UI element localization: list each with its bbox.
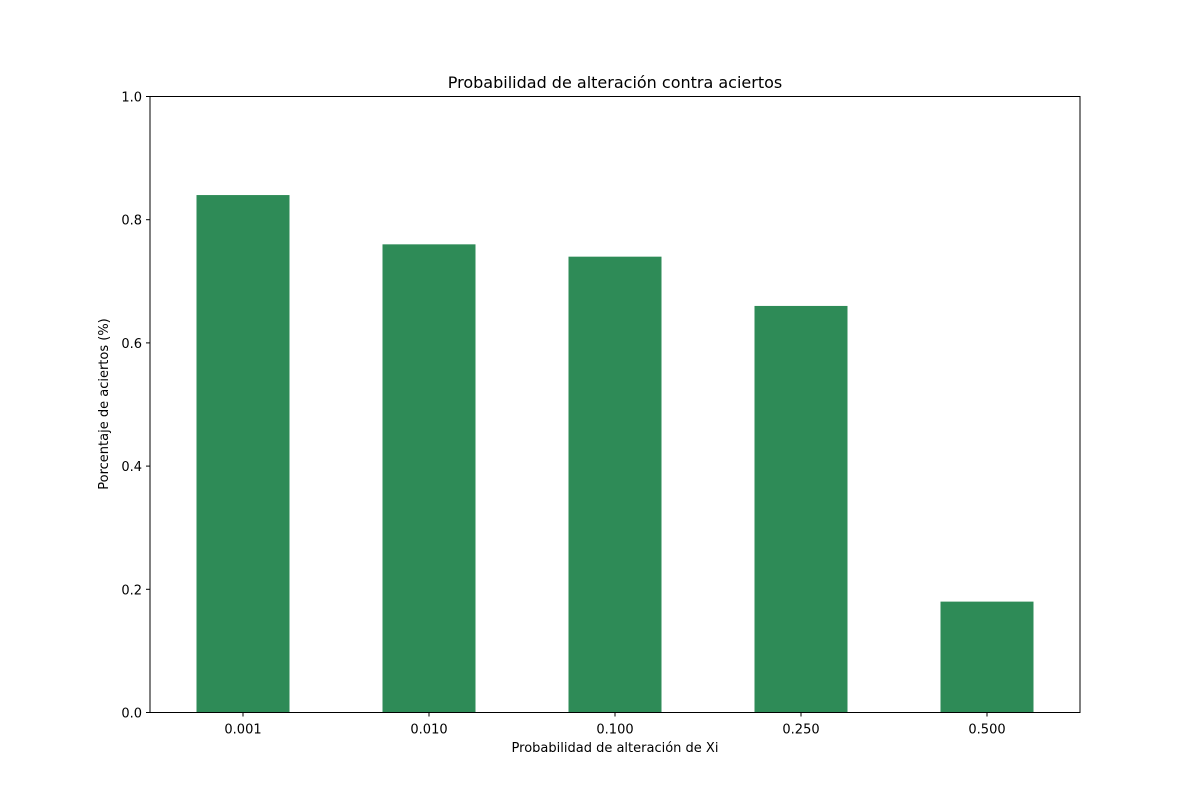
bar-0.010 xyxy=(382,244,476,713)
y-axis: 0.0 0.2 0.4 0.6 0.8 1.0 xyxy=(121,91,150,722)
bar-0.001 xyxy=(196,195,290,713)
plot-frame xyxy=(149,96,1081,713)
x-tick-label: 0.001 xyxy=(224,723,261,738)
y-tick-label: 1.0 xyxy=(121,91,142,106)
bar-0.250 xyxy=(754,305,848,713)
x-tick-label: 0.010 xyxy=(410,723,447,738)
y-tick-label: 0.6 xyxy=(121,337,142,352)
y-tick-label: 0.0 xyxy=(121,707,142,722)
y-axis-label: Porcentaje de aciertos (%) xyxy=(97,318,112,489)
x-tick-label: 0.500 xyxy=(968,723,1005,738)
x-tick-label: 0.100 xyxy=(596,723,633,738)
chart-title: Probabilidad de alteración contra aciert… xyxy=(448,73,782,92)
bars-group xyxy=(196,195,1034,713)
bar-0.100 xyxy=(568,256,662,713)
x-axis-label: Probabilidad de alteración de Xi xyxy=(512,741,719,756)
y-tick-label: 0.8 xyxy=(121,214,142,229)
bar-0.500 xyxy=(940,601,1034,713)
y-tick-label: 0.4 xyxy=(121,460,142,475)
x-tick-label: 0.250 xyxy=(782,723,819,738)
x-axis: 0.001 0.010 0.100 0.250 0.500 xyxy=(224,712,1006,738)
y-tick-label: 0.2 xyxy=(121,583,142,598)
